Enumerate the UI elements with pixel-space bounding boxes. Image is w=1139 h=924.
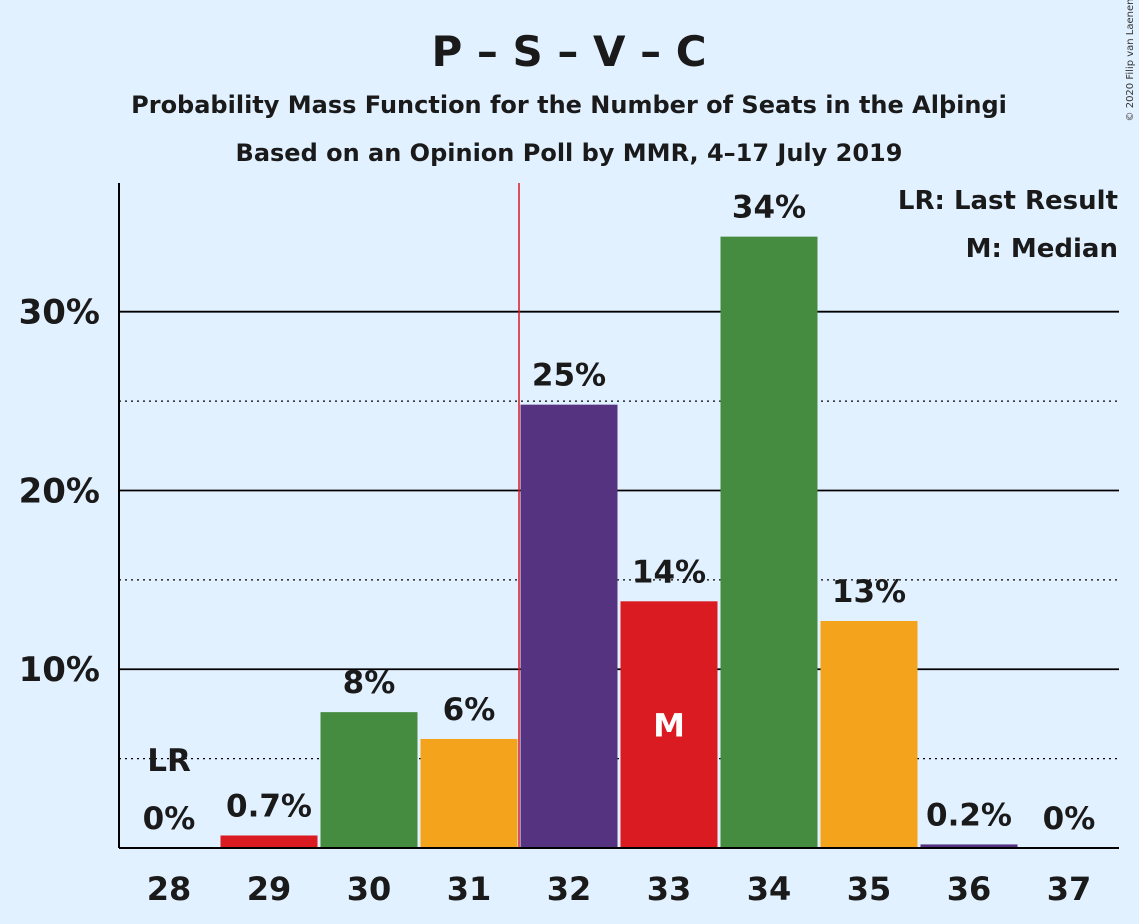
- last-result-marker: LR: [147, 743, 191, 779]
- bar-value-label: 34%: [732, 190, 806, 226]
- x-tick-label: 30: [347, 870, 392, 908]
- chart-subtitle-2: Based on an Opinion Poll by MMR, 4–17 Ju…: [236, 139, 903, 167]
- bar-seat-34: [720, 236, 818, 848]
- x-tick-label: 29: [247, 870, 292, 908]
- median-marker: M: [653, 707, 685, 745]
- bar-value-label: 13%: [832, 574, 906, 610]
- chart-title: P – S – V – C: [431, 27, 706, 76]
- bar-value-label: 6%: [443, 692, 496, 728]
- chart-subtitle-1: Probability Mass Function for the Number…: [131, 91, 1007, 119]
- x-tick-label: 34: [747, 870, 792, 908]
- x-tick-label: 28: [147, 870, 192, 908]
- bar-seat-31: [420, 738, 518, 848]
- x-tick-label: 33: [647, 870, 692, 908]
- bar-value-label: 0%: [143, 801, 196, 837]
- bar-value-label: 0.7%: [226, 788, 312, 824]
- x-tick-label: 35: [847, 870, 892, 908]
- axes-layer: 10% 20% 30% 28 29 30 31 32 33 34 35 36 37: [19, 183, 1119, 908]
- legend-last-result: LR: Last Result: [898, 186, 1118, 216]
- x-tick-label: 31: [447, 870, 492, 908]
- bar-value-label: 25%: [532, 358, 606, 394]
- bar-seat-30: [320, 712, 418, 848]
- labels-layer: 0% LR 0.7% 8% 6% 25% 14% M 34% 13% 0.2% 0%: [143, 190, 1096, 837]
- legend-median: M: Median: [966, 234, 1118, 264]
- bar-seat-33: [620, 601, 718, 848]
- x-tick-label: 36: [947, 870, 992, 908]
- bar-value-label: 8%: [343, 665, 396, 701]
- bar-value-label: 0%: [1043, 801, 1096, 837]
- bar-value-label: 0.2%: [926, 797, 1012, 833]
- y-tick-label: 10%: [19, 650, 100, 690]
- y-tick-label: 20%: [19, 471, 100, 511]
- grid-layer: [119, 183, 1119, 848]
- bar-value-label: 14%: [632, 554, 706, 590]
- bars-layer: [220, 236, 1018, 848]
- bar-seat-32: [520, 404, 618, 848]
- x-tick-label: 37: [1047, 870, 1092, 908]
- bar-seat-35: [820, 620, 918, 848]
- x-tick-label: 32: [547, 870, 592, 908]
- bar-seat-29: [220, 835, 318, 848]
- copyright-notice: © 2020 Filip van Laenen: [1125, 0, 1136, 121]
- y-tick-label: 30%: [19, 293, 100, 333]
- bar-seat-36: [920, 844, 1018, 848]
